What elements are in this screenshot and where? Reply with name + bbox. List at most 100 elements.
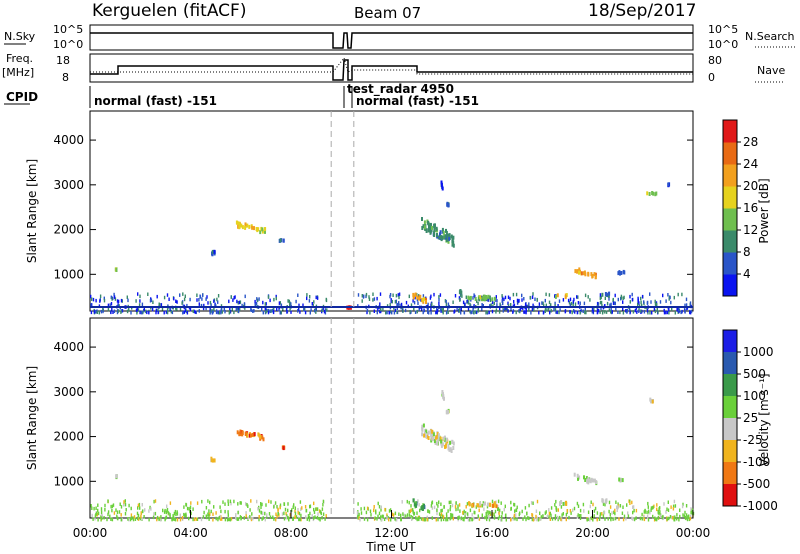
echo-cell	[482, 295, 485, 300]
scatter-cell	[298, 307, 300, 311]
scatter-cell	[169, 501, 172, 505]
scatter-cell	[533, 308, 535, 312]
scatter-cell	[440, 517, 442, 522]
scatter-cell	[622, 307, 624, 311]
echo-cell	[590, 272, 593, 277]
scatter-cell	[583, 301, 586, 306]
scatter-cell	[495, 295, 497, 299]
scatter-cell	[501, 299, 504, 303]
scatter-cell	[185, 309, 188, 314]
scatter-cell	[569, 310, 571, 314]
echo-cell	[451, 440, 454, 444]
scatter-cell	[659, 300, 662, 304]
scatter-cell	[183, 512, 185, 517]
x-tick-label: 08:00	[274, 526, 309, 540]
scatter-cell	[490, 303, 492, 307]
echo-cell	[476, 503, 479, 508]
echo-cell	[594, 272, 597, 277]
scatter-cell	[275, 296, 277, 301]
scatter-cell	[687, 515, 689, 519]
scatter-cell	[285, 307, 288, 311]
scatter-cell	[599, 296, 601, 300]
scatter-cell	[261, 307, 263, 312]
scatter-cell	[554, 308, 557, 312]
scatter-cell	[237, 301, 239, 305]
scatter-cell	[501, 515, 503, 519]
scatter-cell	[460, 516, 463, 520]
scatter-cell	[641, 517, 643, 521]
scatter-cell	[189, 307, 192, 312]
scatter-cell	[130, 311, 132, 315]
scatter-cell	[467, 306, 470, 311]
scatter-cell	[439, 293, 442, 297]
scatter-cell	[430, 504, 433, 508]
echo-cell	[565, 502, 568, 506]
scatter-cell	[678, 517, 680, 522]
scatter-cell	[553, 308, 555, 312]
scatter-cell	[90, 294, 92, 299]
scatter-cell	[465, 295, 467, 299]
echo-cell	[584, 272, 587, 277]
echo-cell	[650, 398, 653, 403]
scatter-cell	[596, 517, 598, 522]
scatter-cell	[393, 311, 396, 315]
scatter-cell	[134, 517, 137, 521]
scatter-cell	[321, 516, 323, 520]
scatter-cell	[430, 311, 432, 315]
scatter-cell	[650, 506, 653, 510]
echo-cell	[430, 223, 432, 228]
scatter-cell	[378, 511, 381, 516]
scatter-cell	[426, 517, 428, 522]
scatter-cell	[435, 310, 437, 315]
echo-cell	[492, 503, 494, 508]
scatter-cell	[298, 303, 300, 308]
echo-cell	[421, 432, 424, 437]
echo-cell	[444, 234, 447, 239]
scatter-cell	[109, 514, 111, 519]
scatter-cell	[230, 517, 233, 521]
scatter-cell	[358, 512, 360, 517]
scatter-cell	[137, 506, 139, 510]
scatter-cell	[236, 299, 238, 304]
scatter-cell	[428, 510, 431, 514]
scatter-cell	[604, 517, 606, 521]
echo-cell	[474, 297, 477, 301]
scatter-cell	[573, 297, 575, 302]
scatter-cell	[599, 300, 602, 305]
scatter-cell	[456, 307, 458, 311]
echo-cell	[282, 446, 285, 451]
scatter-cell	[369, 509, 372, 513]
scatter-cell	[450, 500, 452, 504]
scatter-cell	[568, 515, 570, 520]
echo-cell	[493, 296, 496, 301]
scatter-cell	[305, 508, 307, 513]
echo-cell	[440, 183, 443, 188]
echo-cell	[494, 503, 497, 508]
echo-cell	[211, 249, 214, 254]
scatter-cell	[198, 309, 200, 313]
scatter-cell	[612, 297, 614, 302]
scatter-cell	[258, 505, 260, 510]
scatter-cell	[441, 307, 443, 311]
scatter-cell	[373, 505, 375, 509]
scatter-cell	[298, 511, 301, 516]
scatter-cell	[584, 293, 587, 298]
scatter-cell	[614, 301, 616, 305]
echo-cell	[590, 477, 593, 482]
scatter-cell	[442, 517, 445, 522]
scatter-cell	[139, 299, 141, 303]
scatter-cell	[224, 502, 226, 506]
scatter-cell	[639, 516, 642, 521]
scatter-cell	[622, 517, 625, 522]
scatter-cell	[501, 296, 504, 300]
scatter-cell	[258, 509, 261, 513]
scatter-cell	[523, 310, 525, 314]
scatter-cell	[132, 516, 134, 520]
scatter-cell	[412, 508, 414, 512]
scatter-cell	[483, 502, 485, 507]
scatter-cell	[408, 500, 410, 505]
echo-cell	[415, 503, 418, 508]
scatter-cell	[318, 516, 320, 521]
scatter-cell	[196, 517, 199, 521]
scatter-cell	[288, 299, 290, 304]
